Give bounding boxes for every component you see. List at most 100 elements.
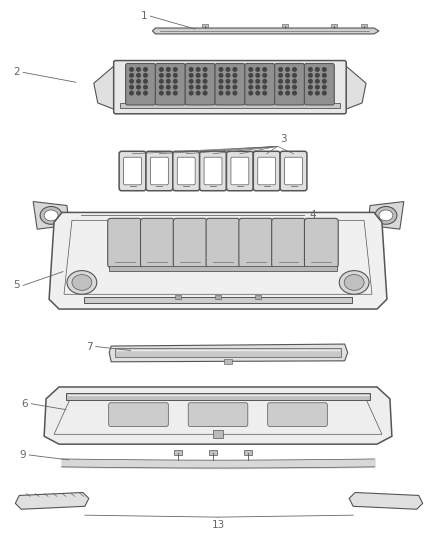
- Text: 6: 6: [21, 399, 28, 409]
- FancyBboxPatch shape: [119, 151, 146, 191]
- Bar: [84, 297, 352, 303]
- Circle shape: [233, 85, 237, 89]
- FancyBboxPatch shape: [258, 157, 276, 185]
- FancyBboxPatch shape: [124, 157, 141, 185]
- Circle shape: [286, 74, 290, 77]
- Circle shape: [203, 85, 207, 89]
- Circle shape: [233, 68, 237, 71]
- FancyBboxPatch shape: [215, 63, 245, 105]
- FancyBboxPatch shape: [280, 151, 307, 191]
- FancyBboxPatch shape: [146, 151, 173, 191]
- FancyBboxPatch shape: [272, 219, 305, 268]
- Circle shape: [309, 68, 312, 71]
- FancyBboxPatch shape: [114, 61, 346, 114]
- Circle shape: [219, 91, 223, 95]
- Bar: [255, 295, 261, 299]
- Circle shape: [309, 85, 312, 89]
- Circle shape: [249, 79, 253, 83]
- Circle shape: [279, 91, 283, 95]
- Circle shape: [226, 79, 230, 83]
- Circle shape: [173, 74, 177, 77]
- FancyBboxPatch shape: [173, 219, 207, 268]
- FancyBboxPatch shape: [200, 151, 226, 191]
- FancyBboxPatch shape: [155, 63, 185, 105]
- Polygon shape: [349, 492, 423, 509]
- Bar: [66, 393, 370, 400]
- Circle shape: [166, 74, 170, 77]
- Circle shape: [263, 85, 266, 89]
- Bar: [115, 348, 341, 357]
- Circle shape: [159, 85, 163, 89]
- Text: 5: 5: [14, 280, 20, 290]
- Circle shape: [233, 74, 237, 77]
- Circle shape: [233, 79, 237, 83]
- Circle shape: [309, 74, 312, 77]
- Circle shape: [144, 79, 147, 83]
- Circle shape: [293, 79, 296, 83]
- Ellipse shape: [67, 271, 97, 294]
- Circle shape: [189, 91, 193, 95]
- Circle shape: [203, 74, 207, 77]
- Circle shape: [316, 74, 319, 77]
- Circle shape: [137, 91, 140, 95]
- Circle shape: [173, 85, 177, 89]
- Bar: [213, 430, 223, 438]
- Bar: [331, 24, 337, 27]
- Circle shape: [196, 91, 200, 95]
- Text: 3: 3: [281, 134, 287, 144]
- Circle shape: [322, 91, 326, 95]
- FancyBboxPatch shape: [253, 151, 280, 191]
- Polygon shape: [344, 64, 366, 110]
- Text: 9: 9: [20, 450, 26, 460]
- Bar: [361, 24, 367, 27]
- Text: 4: 4: [309, 211, 316, 220]
- Circle shape: [173, 68, 177, 71]
- Circle shape: [173, 91, 177, 95]
- Circle shape: [137, 79, 140, 83]
- Circle shape: [286, 85, 290, 89]
- Polygon shape: [33, 201, 69, 229]
- Polygon shape: [152, 28, 379, 34]
- FancyBboxPatch shape: [245, 63, 275, 105]
- Polygon shape: [44, 387, 392, 444]
- FancyBboxPatch shape: [109, 403, 168, 426]
- Circle shape: [249, 91, 253, 95]
- Circle shape: [219, 79, 223, 83]
- Circle shape: [279, 74, 283, 77]
- Circle shape: [166, 85, 170, 89]
- FancyBboxPatch shape: [304, 219, 338, 268]
- Circle shape: [279, 68, 283, 71]
- FancyBboxPatch shape: [108, 219, 141, 268]
- FancyBboxPatch shape: [150, 157, 168, 185]
- Circle shape: [189, 74, 193, 77]
- Circle shape: [189, 85, 193, 89]
- Circle shape: [309, 91, 312, 95]
- Circle shape: [263, 74, 266, 77]
- Circle shape: [249, 85, 253, 89]
- Circle shape: [159, 68, 163, 71]
- Circle shape: [196, 85, 200, 89]
- Circle shape: [293, 68, 296, 71]
- Ellipse shape: [72, 274, 92, 290]
- Bar: [109, 265, 337, 271]
- Circle shape: [286, 79, 290, 83]
- Circle shape: [309, 79, 312, 83]
- Circle shape: [137, 74, 140, 77]
- Circle shape: [173, 79, 177, 83]
- Ellipse shape: [344, 274, 364, 290]
- FancyBboxPatch shape: [185, 63, 215, 105]
- Ellipse shape: [379, 210, 393, 221]
- Polygon shape: [368, 201, 404, 229]
- Circle shape: [159, 91, 163, 95]
- Polygon shape: [49, 213, 387, 309]
- Circle shape: [130, 91, 133, 95]
- Bar: [209, 450, 217, 455]
- Circle shape: [203, 91, 207, 95]
- Circle shape: [249, 74, 253, 77]
- Ellipse shape: [40, 206, 62, 224]
- Circle shape: [322, 68, 326, 71]
- Circle shape: [144, 85, 147, 89]
- Circle shape: [256, 91, 260, 95]
- FancyBboxPatch shape: [226, 151, 253, 191]
- Ellipse shape: [44, 210, 58, 221]
